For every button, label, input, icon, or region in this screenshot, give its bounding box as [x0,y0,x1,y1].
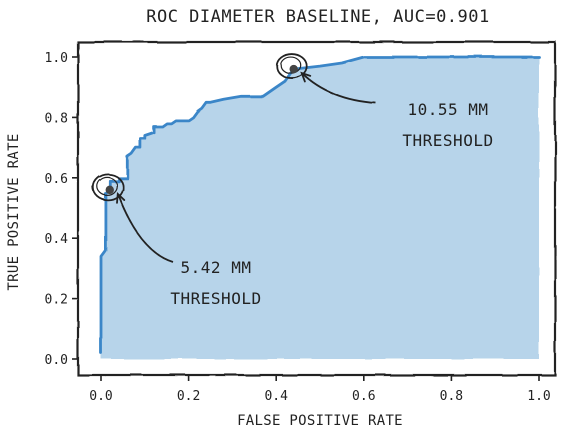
y-tick-label: 1.0 [45,51,68,66]
axes-frame [76,40,557,377]
annotation-inner-circle [96,176,118,196]
y-tick-label: 0.6 [45,172,68,187]
x-tick-label: 0.0 [89,389,112,404]
x-axis-label: FALSE POSITIVE RATE [237,413,403,429]
annotation-arrow [116,193,174,263]
annotation-circle [91,172,124,201]
series-line-layer [99,55,541,355]
annotation-label: 10.55 MM [407,100,488,119]
annotation-arrow [301,72,377,104]
annotation-label: THRESHOLD [170,289,261,308]
y-tick-label: 0.4 [45,232,69,247]
y-tick-label: 0.2 [45,293,68,308]
roc-curve-line [99,55,541,355]
annotation-label: 5.42 MM [181,258,252,277]
x-tick-label: 0.8 [440,389,463,404]
x-tick-label: 0.6 [352,389,375,404]
roc-area-fill [101,57,539,359]
annotation-inner-circle [280,56,302,74]
y-tick-label: 0.8 [45,111,68,126]
annotation-arrowhead [116,191,126,204]
threshold-point [105,185,114,195]
y-axis-label: TRUE POSITIVE RATE [6,133,22,290]
x-tick-label: 0.4 [264,389,288,404]
annotation-arrowhead [300,71,312,83]
x-tick-label: 0.2 [177,389,200,404]
area-fill-layer [101,57,539,359]
annotation-layer: 5.42 MM THRESHOLD 10.55 MM THRESHOLD [91,53,493,308]
threshold-point [289,64,298,74]
chart-title: ROC DIAMETER BASELINE, AUC=0.901 [146,7,490,27]
annotation-circle [275,53,308,79]
annotation-label: THRESHOLD [402,131,493,150]
y-tick-label: 0.0 [45,353,68,368]
tick-layer: 0.0 0.2 0.4 0.6 0.8 1.0 0.0 0.2 0.4 0.6 0.8 1.0 [45,51,551,404]
x-tick-label: 1.0 [527,389,550,404]
axes-border [76,40,557,377]
